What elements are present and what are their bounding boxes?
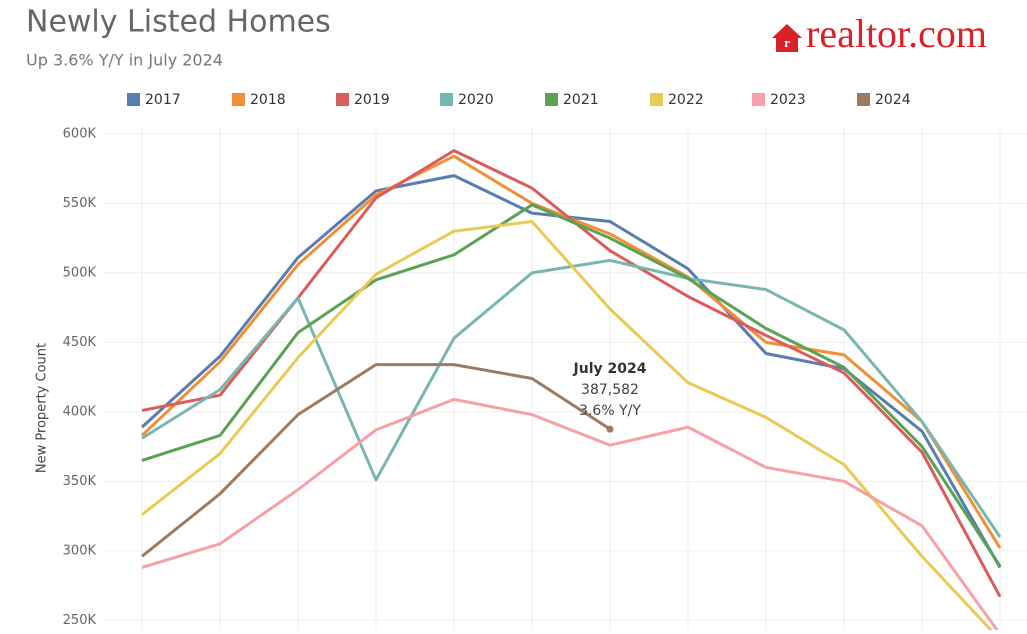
series-line [141, 203, 1002, 567]
y-tick-label: 600K [63, 126, 97, 141]
y-tick-label: 350K [63, 474, 97, 489]
y-tick-label: 500K [63, 265, 97, 280]
chart-subtitle: Up 3.6% Y/Y in July 2024 [26, 51, 223, 70]
legend-swatch [232, 93, 245, 106]
annotation-title: July 2024 [573, 361, 647, 377]
legend-label: 2019 [354, 92, 390, 108]
last-point [606, 425, 614, 433]
y-tick-label: 450K [63, 335, 97, 350]
series-line [141, 149, 1002, 598]
legend-swatch [752, 93, 765, 106]
legend-label: 2024 [875, 92, 911, 108]
y-tick-label: 250K [63, 613, 97, 628]
logo-icon [772, 24, 802, 52]
legend-swatch [127, 93, 140, 106]
y-axis-label: New Property Count [35, 343, 50, 473]
legend-label: 2017 [145, 92, 181, 108]
legend-swatch [336, 93, 349, 106]
y-tick-label: 400K [63, 404, 97, 419]
chart-title: Newly Listed Homes [26, 5, 331, 40]
logo-text: realtor.com [806, 11, 987, 56]
annotation-value: 387,582 [581, 382, 639, 398]
y-tick-label: 550K [63, 196, 97, 211]
legend-label: 2023 [770, 92, 806, 108]
series-line [140, 154, 1002, 549]
legend-swatch [545, 93, 558, 106]
legend-swatch [440, 93, 453, 106]
legend-label: 2021 [563, 92, 599, 108]
legend-swatch [650, 93, 663, 106]
logo-icon-letter: r [784, 35, 790, 50]
legend-swatch [857, 93, 870, 106]
y-tick-label: 300K [63, 543, 97, 558]
logo: r realtor.com [772, 11, 987, 56]
series-line [141, 219, 993, 630]
legend-label: 2020 [458, 92, 494, 108]
annotation-change: 3.6% Y/Y [579, 403, 641, 419]
series-line [141, 397, 999, 630]
series-line [141, 363, 611, 558]
plot-area [140, 149, 1002, 630]
legend-label: 2022 [668, 92, 704, 108]
legend-label: 2018 [250, 92, 286, 108]
